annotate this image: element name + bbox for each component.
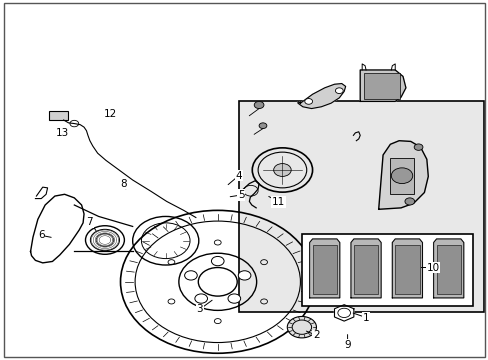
Circle shape	[413, 144, 422, 150]
Circle shape	[254, 102, 264, 109]
Text: 13: 13	[56, 128, 69, 138]
Circle shape	[184, 271, 197, 280]
Circle shape	[390, 168, 412, 184]
Bar	[301, 234, 472, 306]
Polygon shape	[334, 305, 353, 321]
Text: 10: 10	[426, 262, 439, 273]
Circle shape	[238, 271, 250, 280]
Text: 11: 11	[271, 197, 285, 207]
Text: 5: 5	[237, 190, 244, 200]
Bar	[312, 246, 336, 294]
Polygon shape	[391, 239, 422, 298]
Polygon shape	[297, 84, 345, 109]
Circle shape	[304, 99, 312, 104]
Text: 2: 2	[312, 330, 319, 341]
Bar	[436, 246, 460, 294]
Circle shape	[335, 88, 343, 94]
Text: 8: 8	[121, 179, 127, 189]
Circle shape	[194, 294, 207, 303]
Polygon shape	[360, 70, 405, 102]
Text: 12: 12	[104, 109, 117, 119]
Text: 3: 3	[196, 304, 203, 314]
Polygon shape	[433, 239, 463, 298]
Polygon shape	[350, 239, 380, 298]
Bar	[49, 111, 68, 120]
Circle shape	[273, 163, 290, 176]
Bar	[238, 102, 483, 312]
Text: 7: 7	[86, 217, 93, 227]
Bar	[394, 246, 419, 294]
Circle shape	[211, 256, 224, 266]
Bar	[389, 158, 413, 194]
Text: 1: 1	[362, 312, 368, 323]
Bar	[363, 73, 399, 99]
Circle shape	[404, 198, 414, 205]
Polygon shape	[378, 141, 427, 209]
Polygon shape	[309, 239, 339, 298]
Text: 6: 6	[38, 230, 44, 240]
Circle shape	[287, 316, 316, 338]
Polygon shape	[30, 194, 84, 263]
Circle shape	[227, 294, 240, 303]
Circle shape	[198, 267, 237, 296]
Circle shape	[259, 123, 266, 129]
Bar	[353, 246, 377, 294]
Text: 4: 4	[235, 171, 242, 181]
Text: 9: 9	[344, 340, 350, 350]
